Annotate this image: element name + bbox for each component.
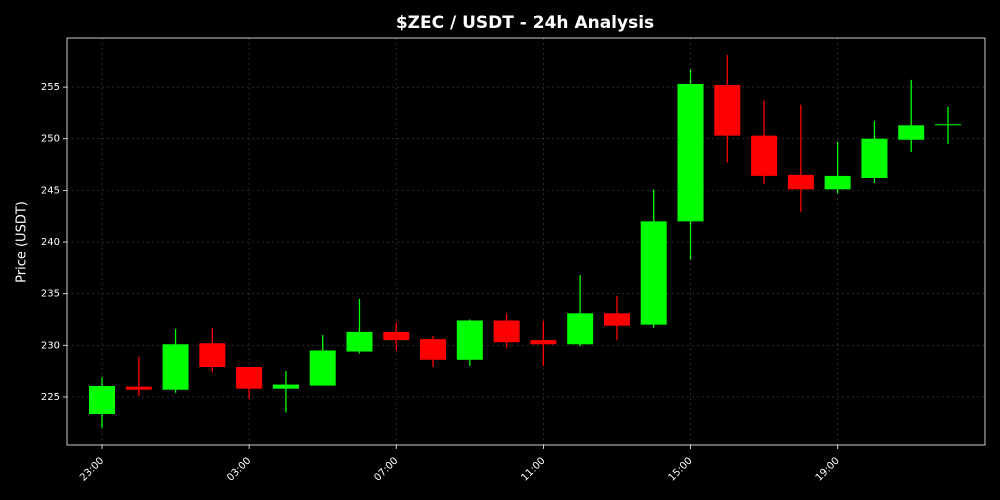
candle-body <box>898 125 925 140</box>
y-tick-label: 230 <box>41 340 60 351</box>
candle-body <box>420 339 447 360</box>
y-tick-label: 245 <box>41 185 60 196</box>
y-tick-label: 250 <box>41 134 60 145</box>
candle-body <box>346 331 373 352</box>
candle-body <box>861 138 888 178</box>
y-tick-label: 240 <box>41 237 60 248</box>
candle-body <box>567 313 594 345</box>
y-tick-label: 255 <box>41 82 60 93</box>
y-tick-label: 225 <box>41 392 60 403</box>
candle-body <box>89 386 115 415</box>
candle-body <box>125 386 152 390</box>
candle-body <box>787 174 814 190</box>
candle-body <box>199 343 226 368</box>
y-tick-label: 235 <box>41 289 60 300</box>
candle-body <box>456 320 483 360</box>
candle-body <box>493 320 520 343</box>
chart-title: $ZEC / USDT - 24h Analysis <box>396 13 654 33</box>
candle-body <box>162 344 189 390</box>
candle-body <box>935 124 961 126</box>
candle-body <box>530 340 557 345</box>
candle-body <box>272 384 299 389</box>
candle-body <box>309 350 336 386</box>
candle-body <box>383 331 410 341</box>
candle-body <box>824 175 851 190</box>
y-axis-label: Price (USDT) <box>15 201 30 283</box>
candle-body <box>714 85 741 136</box>
candle-body <box>236 367 263 389</box>
candle-body <box>603 313 630 326</box>
plot-frame <box>66 37 986 446</box>
candle-body <box>677 83 704 222</box>
candle-body <box>640 221 667 325</box>
candle-body <box>751 135 778 176</box>
